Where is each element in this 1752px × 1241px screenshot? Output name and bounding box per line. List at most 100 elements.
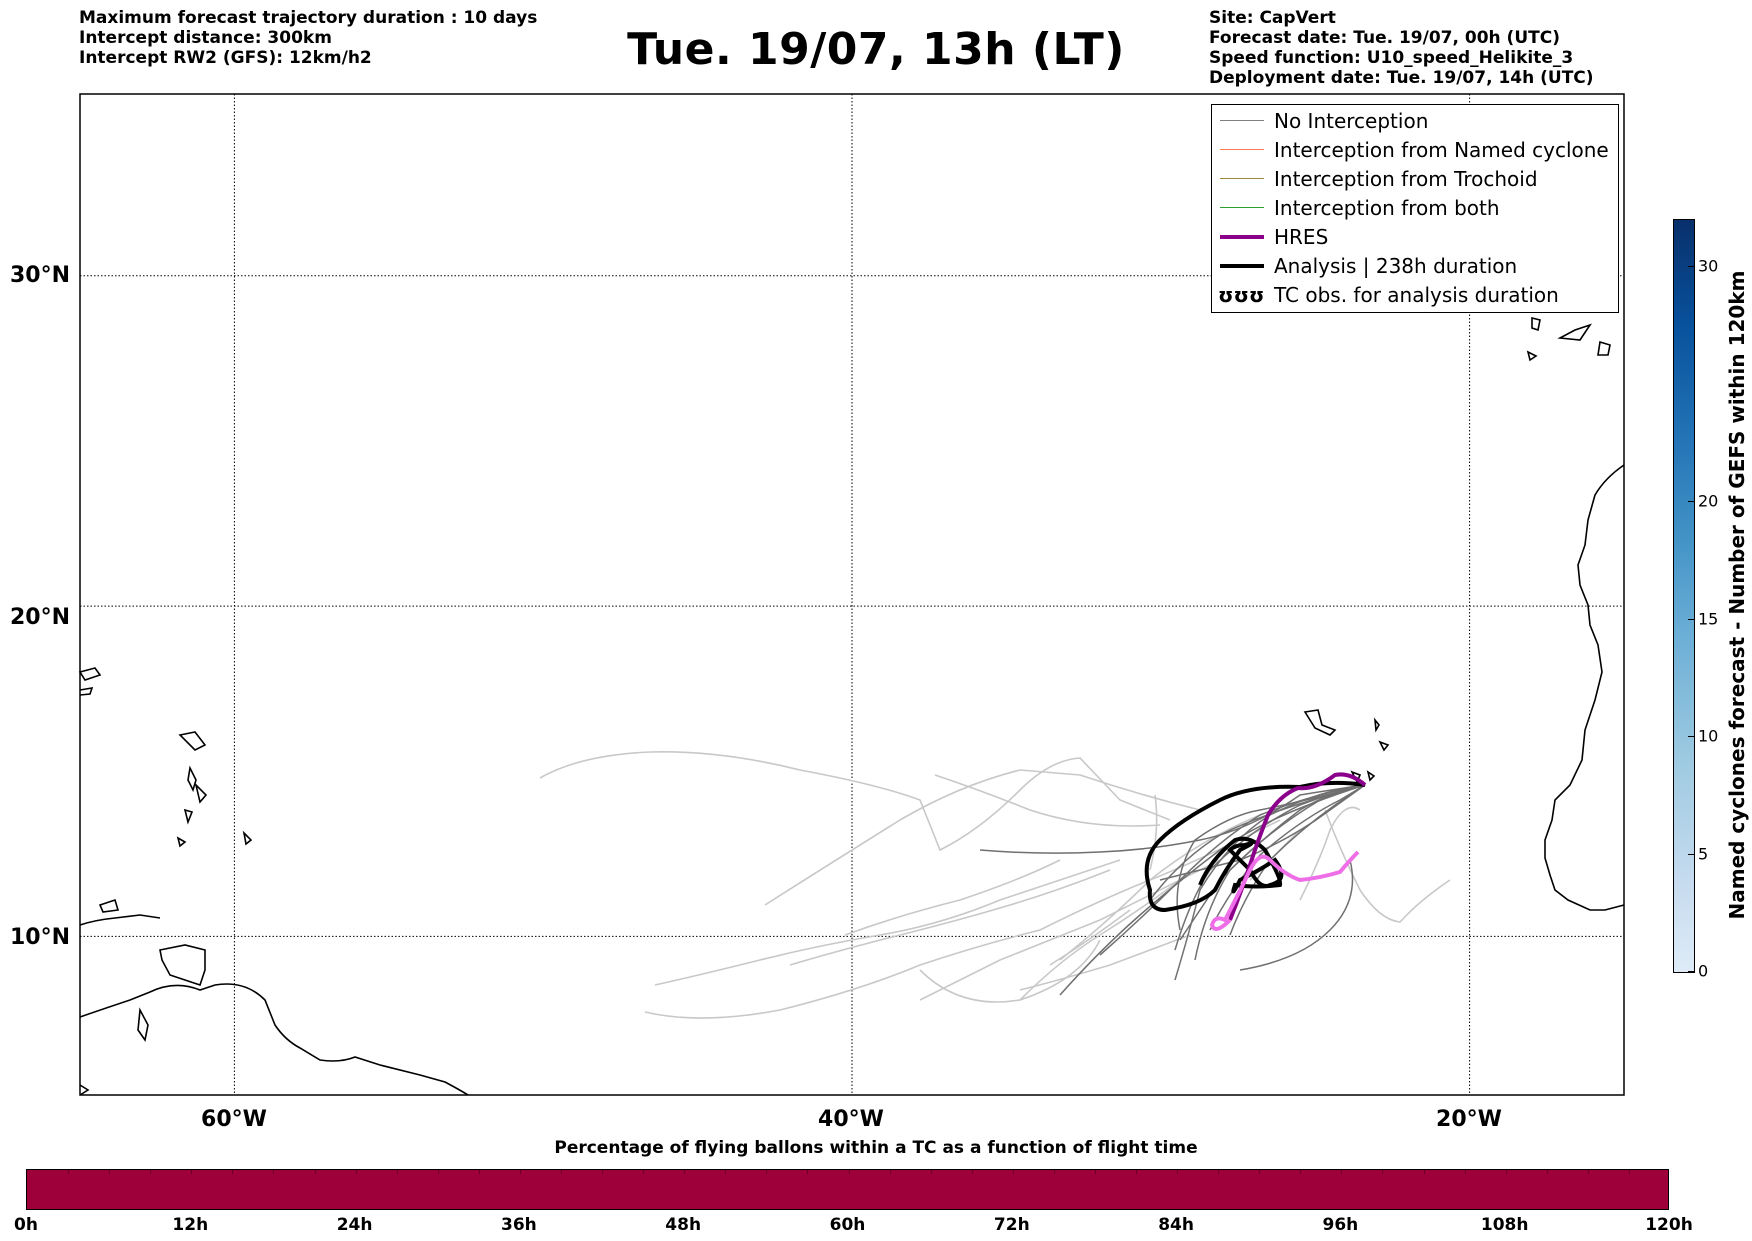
flight-time-colorbar-title: Percentage of flying ballons within a TC… bbox=[554, 1138, 1198, 1158]
coast-capeverde-5 bbox=[1366, 770, 1376, 782]
colorbar-tickmark bbox=[1688, 266, 1694, 267]
colorbar-segment-divider bbox=[232, 1170, 234, 1174]
header-right-line-4: Deployment date: Tue. 19/07, 14h (UTC) bbox=[1209, 68, 1594, 88]
coast-canaries-2 bbox=[1557, 323, 1592, 341]
colorbar-tickmark bbox=[1688, 501, 1694, 502]
coast-capeverde-2 bbox=[1373, 717, 1380, 733]
coast-capeverde-3 bbox=[1378, 740, 1390, 752]
colorbar-segment-divider bbox=[684, 1170, 686, 1174]
colorbar-segment-divider bbox=[1546, 1170, 1548, 1174]
colorbar-segment-divider bbox=[848, 1170, 850, 1174]
legend-label: HRES bbox=[1274, 225, 1329, 249]
colorbar-segment-divider bbox=[1012, 1170, 1014, 1174]
colorbar-tick: 0 bbox=[1698, 961, 1709, 981]
colorbar-segment-divider bbox=[889, 1170, 891, 1174]
coast-island-7 bbox=[176, 836, 187, 848]
legend-label: Interception from Trochoid bbox=[1274, 167, 1538, 191]
coast-island-1 bbox=[78, 667, 102, 681]
colorbar-tickmark bbox=[1688, 736, 1694, 737]
legend-item-tc-obs: ʊʊʊ TC obs. for analysis duration bbox=[1212, 281, 1618, 310]
colorbar-segment-divider bbox=[355, 1170, 357, 1174]
colorbar-segment-divider bbox=[1382, 1170, 1384, 1174]
colorbar-tick: 10 bbox=[1698, 726, 1719, 746]
legend-item-trochoid: Interception from Trochoid bbox=[1212, 165, 1618, 194]
coast-capeverde-6 bbox=[79, 1084, 90, 1096]
colorbar-tick: 5 bbox=[1698, 844, 1709, 863]
coast-island-6 bbox=[183, 808, 194, 825]
flight-time-tick: 96h bbox=[1322, 1215, 1359, 1235]
colorbar-segment-divider bbox=[1587, 1170, 1589, 1174]
header-right-line-3: Speed function: U10_speed_Helikite_3 bbox=[1209, 48, 1574, 68]
lat-label-30: 30°N bbox=[10, 263, 71, 288]
lat-label-20: 20°N bbox=[10, 605, 71, 630]
legend-item-both: Interception from both bbox=[1212, 194, 1618, 223]
flight-time-tick: 0h bbox=[14, 1215, 38, 1235]
colorbar-tickmark bbox=[1688, 618, 1694, 620]
colorbar-tickmark bbox=[1688, 853, 1694, 855]
flight-time-tick: 108h bbox=[1480, 1215, 1529, 1235]
coastlines bbox=[78, 316, 1625, 1096]
coast-island-3 bbox=[178, 731, 207, 751]
flight-time-tick: 84h bbox=[1158, 1215, 1194, 1235]
colorbar-segment-divider bbox=[766, 1170, 768, 1174]
colorbar-segment-divider bbox=[602, 1170, 604, 1174]
colorbar-segment-divider bbox=[1423, 1170, 1425, 1174]
colorbar-segment-divider bbox=[1094, 1170, 1096, 1174]
colorbar-segment-divider bbox=[437, 1170, 439, 1174]
colorbar-segment-divider bbox=[1300, 1170, 1302, 1174]
header-left-line-3: Intercept RW2 (GFS): 12km/h2 bbox=[79, 48, 372, 68]
graticule bbox=[80, 94, 1624, 1095]
colorbar-label: Named cyclones forecast - Number of GEFS… bbox=[1725, 270, 1749, 920]
colorbar-segment-divider bbox=[643, 1170, 645, 1174]
legend-swatch-hres bbox=[1220, 235, 1264, 239]
coast-capeverde-1 bbox=[1303, 709, 1337, 736]
legend-swatch-analysis bbox=[1220, 264, 1264, 268]
colorbar-segment-divider bbox=[1341, 1170, 1343, 1174]
lon-label-20w: 20°W bbox=[1436, 1107, 1502, 1132]
flight-time-tick: 120h bbox=[1645, 1215, 1693, 1235]
flight-time-colorbar bbox=[26, 1169, 1669, 1210]
coast-africa bbox=[1544, 464, 1625, 911]
legend-item-no-interception: No Interception bbox=[1212, 107, 1618, 136]
coast-canaries-3 bbox=[1597, 340, 1611, 356]
coast-canaries-1 bbox=[1531, 316, 1541, 332]
legend-label: No Interception bbox=[1274, 109, 1429, 133]
coast-island-9 bbox=[98, 898, 120, 913]
ensemble-trajectories-light bbox=[539, 751, 1451, 1019]
colorbar-segment-divider bbox=[273, 1170, 275, 1174]
colorbar-segment-divider bbox=[109, 1170, 111, 1174]
legend-label: TC obs. for analysis duration bbox=[1274, 283, 1559, 307]
coast-tobago bbox=[137, 1007, 149, 1042]
lon-label-60w: 60°W bbox=[201, 1107, 267, 1132]
tc-symbol-icon: ʊʊʊ bbox=[1218, 283, 1265, 307]
colorbar-segment-divider bbox=[1259, 1170, 1261, 1174]
coast-island-4 bbox=[187, 765, 197, 793]
colorbar-segment-divider bbox=[396, 1170, 398, 1174]
colorbar-segment-divider bbox=[68, 1170, 70, 1174]
legend-label: Analysis | 238h duration bbox=[1274, 254, 1518, 278]
flight-time-tick: 24h bbox=[336, 1215, 373, 1235]
colorbar-segment-divider bbox=[807, 1170, 809, 1174]
colorbar-segment-divider bbox=[1218, 1170, 1220, 1174]
header-left-line-2: Intercept distance: 300km bbox=[79, 28, 332, 48]
coast-island-8 bbox=[242, 830, 253, 846]
legend-swatch-named-cyclone bbox=[1220, 149, 1264, 150]
colorbar-segment-divider bbox=[1464, 1170, 1466, 1174]
coast-venezuela-east bbox=[79, 914, 161, 926]
colorbar-segment-divider bbox=[478, 1170, 480, 1174]
colorbar-segment-divider bbox=[725, 1170, 727, 1174]
colorbar-tick: 15 bbox=[1698, 609, 1719, 628]
legend-item-named-cyclone: Interception from Named cyclone bbox=[1212, 136, 1618, 165]
lon-label-40w: 40°W bbox=[818, 1107, 884, 1132]
coast-island-2 bbox=[79, 686, 94, 696]
legend-label: Interception from Named cyclone bbox=[1274, 138, 1609, 162]
legend-item-hres: HRES bbox=[1212, 223, 1618, 252]
header-left-info: Maximum forecast trajectory duration : 1… bbox=[79, 8, 537, 68]
colorbar-segment-divider bbox=[560, 1170, 562, 1174]
coast-south-america bbox=[79, 983, 469, 1096]
coast-canaries-4 bbox=[1526, 350, 1538, 362]
colorbar-tick: 20 bbox=[1698, 491, 1719, 511]
coast-trinidad bbox=[159, 944, 206, 987]
colorbar-segment-divider bbox=[930, 1170, 932, 1174]
colorbar-segment-divider bbox=[1505, 1170, 1507, 1174]
